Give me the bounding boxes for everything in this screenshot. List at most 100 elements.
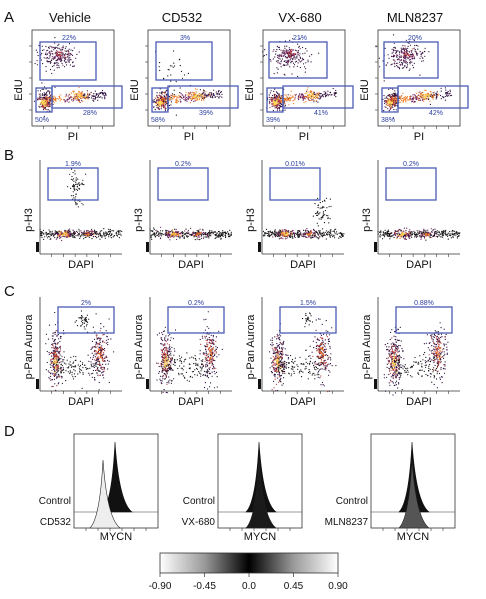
edu-pi-density	[262, 37, 338, 112]
x-axis-label: DAPI	[406, 259, 432, 271]
axis-offset-marker	[374, 379, 377, 389]
density-cloud	[383, 322, 449, 396]
y-axis-label: p-Pan Aurora	[133, 314, 145, 380]
panel-letter-a: A	[4, 9, 14, 26]
gate-pct-mitotic: 0.2%	[403, 161, 419, 168]
row-a-edu-pi: 22% 50% 28% EdU PI 3% 58% 39% EdU PI 21% 39% 41% EdU P…	[13, 29, 469, 143]
histogram-control	[398, 441, 430, 513]
density-cloud	[269, 312, 337, 393]
y-axis-label: EdU	[244, 79, 256, 100]
density-cloud	[262, 197, 345, 240]
x-axis-label: DAPI	[68, 259, 94, 271]
aurora-dapi-plot-2: 1.5% p-Pan Aurora DAPI	[245, 297, 344, 408]
gate-pct-s-phase: 22%	[62, 35, 76, 42]
density-cloud	[377, 227, 461, 241]
axis-offset-marker	[258, 379, 261, 389]
gate-pct-s-phase: 20%	[408, 35, 422, 42]
gate-g2m	[282, 85, 354, 109]
gate-pct-mitotic: 2%	[81, 300, 91, 307]
edu-pi-plot-3: 20% 38% 42% EdU PI	[359, 29, 469, 143]
gate-s-phase	[39, 41, 97, 81]
histogram-treated	[245, 459, 277, 529]
x-axis-label: DAPI	[178, 396, 204, 408]
label-control: Control	[336, 496, 368, 507]
gate-pct-g2m: 39%	[199, 110, 213, 117]
gate-pct-mitotic: 0.2%	[175, 161, 191, 168]
ph3-dapi-plot-2: 0.01% p-H3 DAPI	[245, 160, 345, 271]
mycn-histogram-2: Control MLN8237 MYCN	[325, 433, 456, 543]
y-axis-label: p-H3	[361, 208, 373, 232]
gate-pct-mitotic: 1.9%	[65, 161, 81, 168]
label-control: Control	[39, 496, 71, 507]
gate-pct-s-phase: 21%	[293, 35, 307, 42]
panel-letter-d: D	[4, 423, 15, 440]
colorbar-ticks: -0.90 -0.45 0.0 0.45 0.90	[149, 573, 348, 592]
x-axis-label: PI	[184, 131, 194, 143]
histogram-treated	[89, 459, 121, 529]
x-axis-label: DAPI	[290, 396, 316, 408]
gate-pct-s-phase: 3%	[180, 35, 190, 42]
gate-mitotic	[269, 167, 321, 201]
colorbar-tick-label: 0.90	[328, 581, 348, 592]
x-axis-label: PI	[68, 131, 78, 143]
gate-pct-g2m: 41%	[314, 110, 328, 117]
x-axis-label: DAPI	[68, 396, 94, 408]
y-axis-label: p-H3	[133, 208, 145, 232]
histogram-treated	[398, 459, 430, 529]
y-axis-label: EdU	[13, 79, 25, 100]
ph3-dapi-plot-1: 0.2% p-H3 DAPI	[133, 160, 232, 271]
x-axis-label: DAPI	[178, 259, 204, 271]
condition-header-vx680: VX-680	[278, 10, 321, 25]
gate-g2m	[167, 85, 239, 109]
x-axis-label: PI	[414, 131, 424, 143]
gate-s-phase	[268, 41, 328, 79]
axis-offset-marker	[374, 242, 377, 252]
gate-pct-g1: 38%	[381, 117, 395, 124]
x-axis-label: DAPI	[406, 396, 432, 408]
ph3-dapi-plot-3: 0.2% p-H3 DAPI	[361, 160, 461, 271]
gate-pct-g1: 50%	[35, 117, 49, 124]
axis-offset-marker	[36, 242, 39, 252]
colorbar	[159, 552, 339, 574]
edu-pi-plot-2: 21% 39% 41% EdU PI	[244, 29, 354, 143]
label-treatment: CD532	[40, 517, 72, 528]
gate-mitotic	[57, 306, 115, 334]
colorbar-tick-label: -0.90	[149, 581, 172, 592]
gate-pct-mitotic: 0.01%	[285, 161, 305, 168]
x-axis-label: MYCN	[244, 531, 276, 543]
edu-pi-plot-0: 22% 50% 28% EdU PI	[13, 29, 123, 143]
gate-mitotic	[395, 306, 453, 334]
panel-letter-c: C	[4, 283, 15, 300]
y-axis-label: p-H3	[245, 208, 257, 232]
gate-mitotic	[385, 167, 437, 201]
x-axis-label: DAPI	[290, 259, 316, 271]
gate-pct-mitotic: 0.2%	[188, 300, 204, 307]
gate-mitotic	[47, 167, 99, 201]
density-cloud	[45, 310, 115, 391]
x-axis-label: MYCN	[100, 531, 132, 543]
aurora-dapi-plot-0: 2% p-Pan Aurora DAPI	[23, 297, 122, 408]
row-b-ph3-dapi: 1.9%p-H3DAPI0.2%p-H3DAPI0.01%p-H3DAPI0.2…	[23, 160, 461, 271]
gate-pct-mitotic: 1.5%	[300, 300, 316, 307]
histogram-control	[245, 441, 277, 513]
aurora-dapi-plot-1: 0.2% p-Pan Aurora DAPI	[133, 297, 232, 408]
ph3-dapi-plot-0: 1.9% p-H3 DAPI	[23, 160, 123, 271]
gate-pct-g2m: 28%	[83, 110, 97, 117]
x-axis-label: PI	[299, 131, 309, 143]
gate-g2m	[51, 85, 123, 109]
y-axis-label: p-H3	[23, 208, 35, 232]
y-axis-label: EdU	[359, 79, 371, 100]
edu-pi-plot-1: 3% 58% 39% EdU PI	[129, 29, 239, 143]
condition-header-vehicle: Vehicle	[49, 10, 91, 25]
colorbar-tick-label: 0.45	[284, 581, 304, 592]
y-axis-label: p-Pan Aurora	[245, 314, 257, 380]
mycn-histogram-1: Control VX-680 MYCN	[182, 433, 303, 543]
gate-g2m	[397, 85, 469, 109]
y-axis-label: p-Pan Aurora	[23, 314, 35, 380]
colorbar-tick-label: 0.0	[242, 581, 256, 592]
edu-pi-density	[33, 37, 107, 117]
label-treatment: MLN8237	[325, 517, 369, 528]
condition-header-cd532: CD532	[162, 10, 202, 25]
